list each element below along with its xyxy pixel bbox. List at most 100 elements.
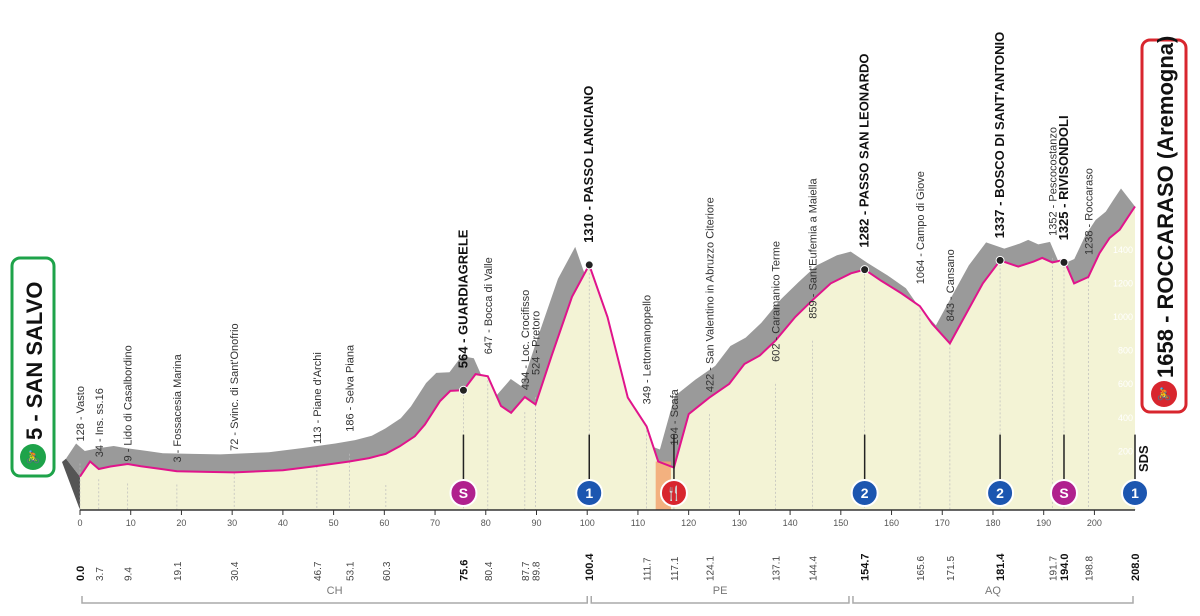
point-name: BOSCO DI SANT'ANTONIO (992, 32, 1007, 198)
point-label: 128 - Vasto (75, 386, 87, 441)
point-altitude: 422 (704, 374, 716, 392)
bottom-km-label: 117.1 (670, 556, 681, 581)
bottom-km-text: 117.1 (670, 556, 681, 581)
bottom-km-text: 191.7 (1048, 556, 1059, 581)
point-separator: - (172, 447, 184, 457)
point-altitude: 349 (642, 386, 654, 404)
summit-dot (1059, 257, 1069, 267)
start-name: 5 - SAN SALVO (22, 281, 47, 440)
point-name: Scafa (669, 388, 681, 417)
summit-dot (458, 385, 468, 395)
summit-dot (860, 265, 870, 275)
point-label: 34 - Ins. ss.16 (94, 388, 106, 457)
bottom-km-text: 80.4 (484, 561, 495, 581)
bottom-km-label: 100.4 (584, 553, 596, 581)
point-label: 9 - Lido di Casalbordino (123, 345, 135, 461)
finish-name: 1658 - ROCCARASO (Aremogna) (1153, 36, 1178, 378)
km-tick-label: 110 (631, 518, 645, 528)
point-altitude: 1310 (581, 214, 596, 243)
badge-gpm-icon (1121, 479, 1149, 507)
point-label-text: 647 - Bocca di Valle (483, 257, 495, 354)
bottom-km-text: 208.0 (1130, 553, 1142, 581)
km-tick-label: 90 (531, 518, 541, 528)
point-separator: - (915, 250, 927, 260)
bottom-km-label: 144.4 (808, 556, 819, 581)
point-label: 3 - Fossacesia Marina (172, 353, 184, 462)
point-label: 1238 - Roccaraso (1083, 168, 1095, 255)
elevation-tick-label: 1000 (1113, 312, 1133, 322)
point-label-text: 1325 - RIVISONDOLI (1056, 115, 1071, 240)
km-tick-label: 40 (278, 518, 288, 528)
km-tick-label: 190 (1036, 518, 1051, 528)
bottom-km-text: 3.7 (95, 567, 106, 581)
badge-symbol: S (459, 485, 468, 501)
point-separator: - (483, 326, 495, 336)
point-label-text: 1337 - BOSCO DI SANT'ANTONIO (992, 32, 1007, 239)
point-label-text: 72 - Svinc. di Sant'Onofrio (229, 323, 241, 450)
bottom-km-label: 191.7 (1048, 556, 1059, 581)
bottom-km-text: 181.4 (995, 553, 1007, 581)
point-altitude: 524 (530, 357, 542, 375)
bottom-km-text: 60.3 (382, 561, 393, 581)
km-tick-label: 120 (681, 518, 696, 528)
point-altitude: 859 (807, 300, 819, 318)
bottom-km-label: 3.7 (95, 567, 106, 581)
km-tick-label: 0 (77, 518, 82, 528)
badge-feed-icon (659, 479, 688, 507)
km-tick-label: 140 (783, 518, 798, 528)
badge-sprint-icon (1049, 479, 1078, 507)
point-separator: - (669, 417, 681, 427)
point-separator: - (520, 362, 532, 372)
elevation-tick-label: 1200 (1113, 278, 1133, 288)
point-label-text: 3 - Fossacesia Marina (172, 353, 184, 462)
point-label-text: 349 - Lettomanoppello (642, 295, 654, 404)
bottom-km-text: 0.0 (75, 566, 87, 581)
point-altitude: 3 (172, 456, 184, 462)
badge-symbol: 1 (585, 485, 593, 501)
km-tick-label: 180 (985, 518, 1000, 528)
bottom-km-text: 75.6 (458, 560, 470, 581)
region-bracket (590, 596, 850, 604)
point-separator: - (1056, 200, 1071, 212)
point-separator: - (1047, 202, 1059, 212)
bike-icon (20, 444, 46, 470)
point-altitude: 1337 (992, 209, 1007, 238)
point-label: 422 - San Valentino in Abruzzo Citeriore (704, 197, 716, 392)
point-separator: - (75, 413, 87, 423)
point-altitude: 186 (344, 413, 356, 431)
ticks-layer: 0200400600800100012001400010203040506070… (77, 245, 1133, 528)
bottom-km-text: 100.4 (584, 553, 596, 581)
point-name: Piane d'Archi (312, 352, 324, 416)
elevation-tick-label: 200 (1118, 446, 1133, 456)
point-separator: - (94, 435, 106, 445)
point-separator: - (992, 198, 1007, 210)
point-label: 647 - Bocca di Valle (483, 257, 495, 354)
bottom-km-label: 46.7 (313, 561, 324, 581)
region-bracket (81, 596, 588, 604)
badges-layer: S 1 🍴 2 2 S 1 (449, 434, 1149, 507)
region-bracket (852, 596, 1134, 604)
bottom-km-label: 60.3 (382, 561, 393, 581)
point-label-text: 564 - GUARDIAGRELE (455, 229, 470, 368)
badge-symbol: 2 (861, 485, 869, 501)
bottom-km-label: 208.0 (1130, 553, 1142, 581)
point-name: Ins. ss.16 (94, 388, 106, 435)
km-tick-label: 130 (732, 518, 747, 528)
km-tick-label: 20 (176, 518, 186, 528)
point-separator: - (945, 293, 957, 303)
point-name: Svinc. di Sant'Onofrio (229, 323, 241, 428)
bottom-km-label: 30.4 (230, 561, 241, 581)
bike-icon (1151, 381, 1177, 407)
point-altitude: 843 (945, 303, 957, 321)
bottom-km-text: 87.7 (521, 561, 532, 581)
point-name: San Valentino in Abruzzo Citeriore (704, 197, 716, 364)
km-tick-label: 30 (227, 518, 237, 528)
point-label: 859 - Sant'Eufemia a Maiella (807, 178, 819, 319)
point-separator: - (312, 417, 324, 427)
badge-symbol: S (1059, 485, 1068, 501)
point-altitude: 1064 (915, 260, 927, 284)
point-name: Selva Piana (344, 344, 356, 404)
brand-logo: SDS (1136, 445, 1151, 472)
point-separator: - (807, 291, 819, 301)
